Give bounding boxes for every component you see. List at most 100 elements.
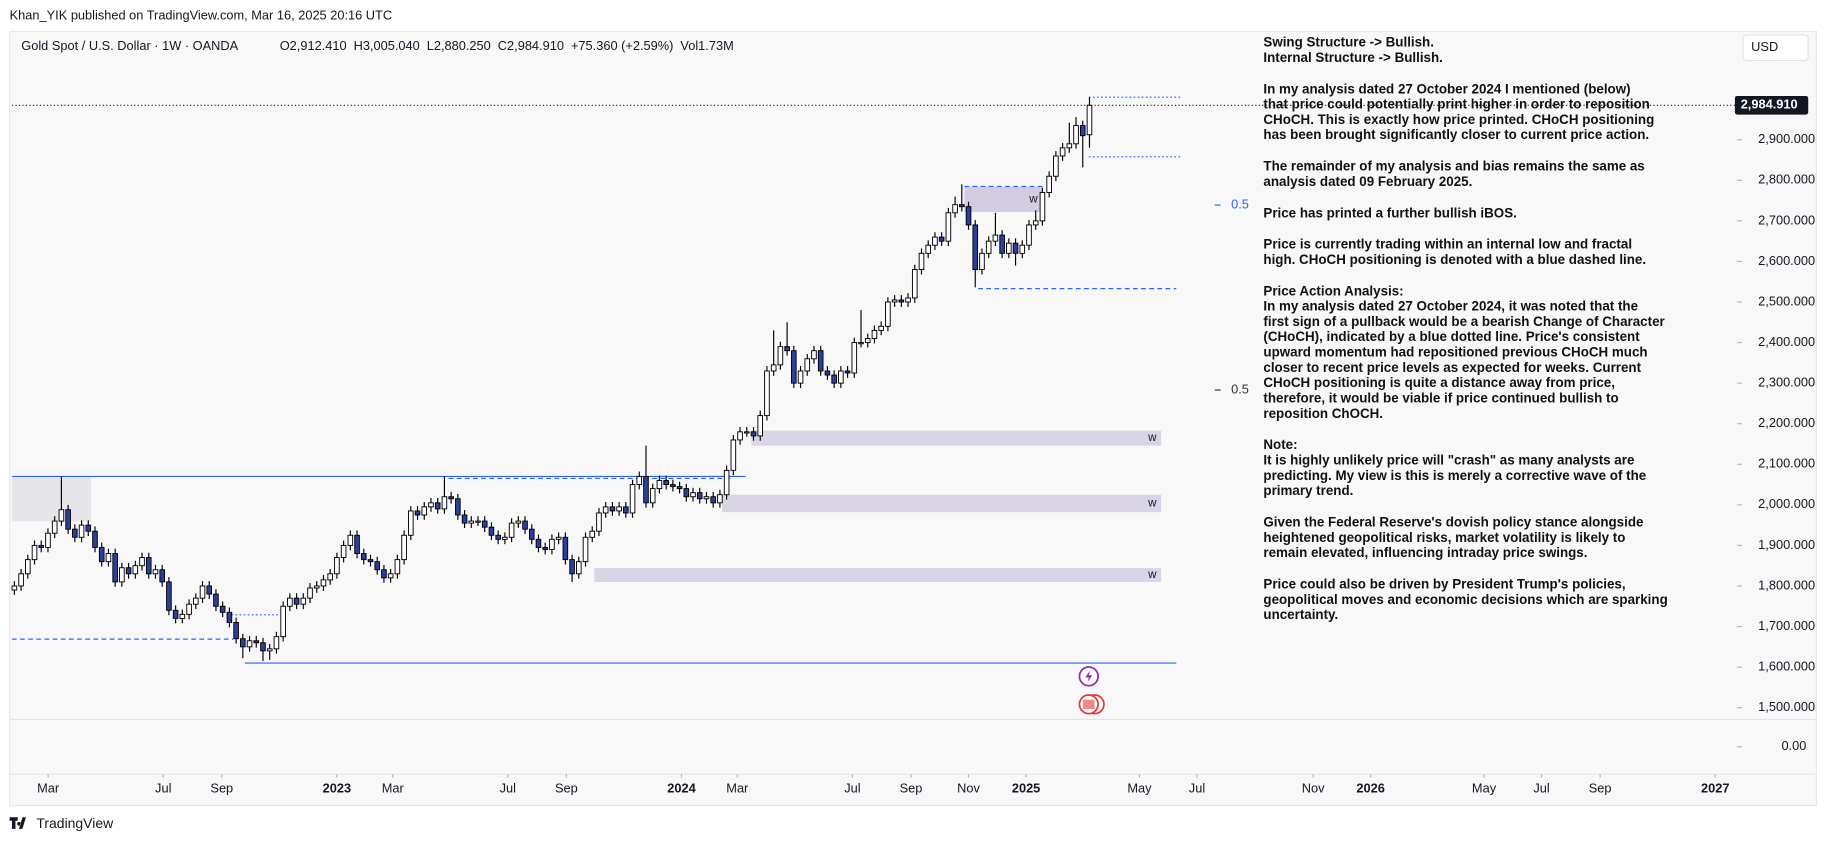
candle-body [408,510,414,536]
candle-body [125,567,132,575]
candle-body [172,609,179,619]
candle-body [831,374,837,384]
y-tick-label: 2,700.000 [1758,212,1815,227]
note-line: Price could also be driven by President … [1263,576,1625,591]
logo-mark [9,817,26,829]
ohlc-value: O2,912.410 [280,38,347,53]
note-line: It is highly unlikely price will "crash"… [1263,452,1634,467]
note-line: Swing Structure -> Bullish. [1263,35,1434,50]
y-tick-label: 1,600.000 [1758,658,1815,673]
candle-body [495,534,501,540]
pane2-tick-label: 0.00 [1781,738,1806,753]
note-line: The remainder of my analysis and bias re… [1263,159,1644,174]
candle-body [737,431,743,441]
last-price-box [1734,95,1809,115]
candle-body [51,520,58,534]
candle-body [434,502,441,510]
candle-body [696,492,703,500]
y-tick-label: 2,800.000 [1758,172,1815,187]
note-line: uncertainty. [1263,607,1338,622]
x-tick-label: Sep [555,781,578,796]
candle-body [750,431,757,437]
candle-body [455,498,461,516]
currency[interactable]: USD [1751,39,1778,54]
candle-body [898,299,905,303]
note-line: reposition ChOCH. [1263,406,1383,421]
candle-body [307,587,313,599]
x-tick-label: May [1472,781,1497,796]
candle-body [576,561,582,575]
candle-body [1019,244,1026,254]
candle-body [213,593,219,607]
note-line: therefore, it would be viable if price c… [1263,390,1618,405]
currency-button[interactable] [1742,34,1809,62]
x-tick-label: Mar [726,781,749,796]
candle-body [421,506,428,516]
candle-body [266,648,273,652]
candle-body [45,532,51,548]
x-tick-label: May [1127,781,1152,796]
note-line: first sign of a pullback would be a bear… [1263,314,1664,329]
candle-body [387,573,394,579]
x-tick-label: 2027 [1701,781,1729,796]
candle-body [1066,143,1073,149]
zone-label: w [1028,192,1038,205]
candle-body [1053,155,1059,177]
candle-body [764,370,770,417]
candle-body [589,530,596,538]
zone [751,430,1162,446]
x-tick-label: Jul [500,781,516,796]
candle-body [858,342,864,345]
candle-body [394,559,401,575]
candle-body [441,496,448,510]
note-line: In my analysis dated 27 October 2024, it… [1263,299,1638,314]
candle-body [313,585,320,589]
note-line: geopolitical moves and economic decision… [1263,592,1667,607]
note-line: Price is currently trading within an int… [1263,237,1632,252]
candle-body [905,297,911,303]
candle-body [1059,147,1066,157]
ohlc-value: C2,984.910 [498,38,564,53]
x-tick-label: Nov [1302,781,1325,796]
candle-body [723,469,730,496]
candle-body [508,522,515,538]
symbol: Gold Spot / U.S. Dollar · 1W · OANDA [21,38,238,53]
candle-body [502,536,508,540]
candle-body [824,370,831,376]
note-line: predicting. My view is this is merely a … [1263,468,1646,483]
x-tick-label: 2025 [1012,781,1040,796]
y-tick-label: 1,800.000 [1758,577,1815,592]
x-tick-label: Sep [1589,781,1612,796]
note-line: high. CHoCH positioning is denoted with … [1263,252,1646,267]
candle-body [972,224,979,271]
candle-body [938,236,945,242]
candle-body [676,486,683,490]
fib-label: 0.5 [1231,381,1249,396]
candle-body [192,597,199,605]
candle-body [253,640,260,644]
candle-body [609,506,616,512]
candle-body [535,538,542,548]
y-tick-label: 1,500.000 [1758,699,1815,714]
candle-body [475,520,481,523]
candle-body [166,581,172,611]
note-line: Price has printed a further bullish iBOS… [1263,205,1516,220]
candle-body [414,510,421,516]
candle-body [784,346,790,352]
candle-body [1039,192,1046,222]
candle-body [367,559,374,563]
y-tick-label: 2,500.000 [1758,293,1815,308]
y-tick-label: 2,200.000 [1758,415,1815,430]
candle-body [354,534,360,554]
candle-body [240,638,246,648]
candle-body [730,439,737,471]
x-tick-label: Sep [900,781,923,796]
candle-body [817,350,824,372]
tv-logo [9,817,26,829]
candle-body [260,642,266,652]
x-tick-label: Jul [844,781,860,796]
candle-body [515,520,522,524]
candle-body [38,544,45,548]
